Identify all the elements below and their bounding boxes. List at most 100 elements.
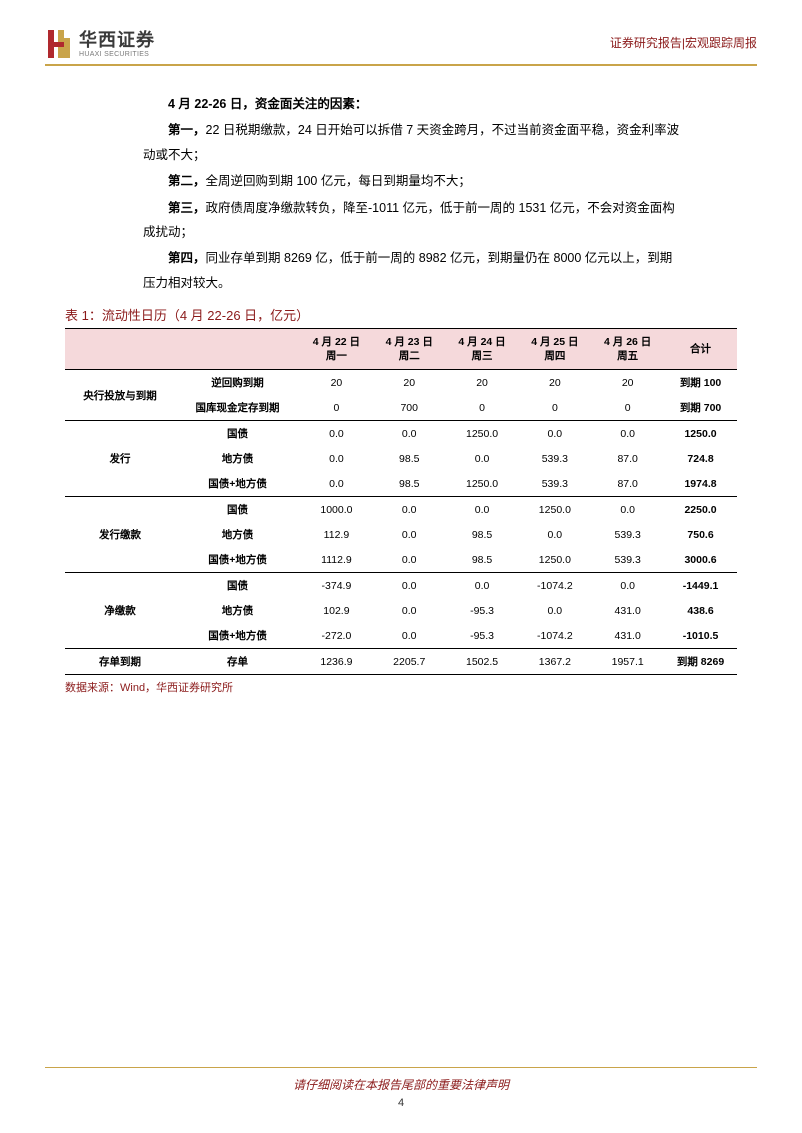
group-label: 存单到期 <box>65 649 175 675</box>
th-col-3: 4 月 25 日周四 <box>518 329 591 370</box>
cell-value: 0.0 <box>373 598 446 623</box>
cell-value: 539.3 <box>518 446 591 471</box>
logo-en: HUAXI SECURITIES <box>79 51 155 58</box>
para-3-text: 政府债周度净缴款转负，降至-1011 亿元，低于前一周的 1531 亿元，不会对… <box>143 201 675 239</box>
cell-value: 98.5 <box>446 522 519 547</box>
sub-label: 国债 <box>175 421 300 447</box>
table-source: 数据来源：Wind，华西证券研究所 <box>45 679 757 695</box>
cell-value: 87.0 <box>591 471 664 497</box>
table-row: 发行国债0.00.01250.00.00.01250.0 <box>65 421 737 447</box>
cell-value: 0.0 <box>300 471 373 497</box>
cell-value: 112.9 <box>300 522 373 547</box>
cell-total: 3000.6 <box>664 547 737 573</box>
cell-value: 1250.0 <box>518 497 591 523</box>
cell-value: 20 <box>373 370 446 396</box>
table-title: 表 1：流动性日历（4 月 22-26 日，亿元） <box>45 305 757 324</box>
logo-block: 华西证券 HUAXI SECURITIES <box>45 28 155 60</box>
para-3-bold: 第三， <box>168 201 206 215</box>
cell-total: 到期 700 <box>664 395 737 421</box>
sub-label: 国库现金定存到期 <box>175 395 300 421</box>
cell-value: 1000.0 <box>300 497 373 523</box>
cell-value: 0 <box>591 395 664 421</box>
para-1: 第一，22 日税期缴款，24 日开始可以拆借 7 天资金跨月，不过当前资金面平稳… <box>143 118 683 167</box>
logo-cn: 华西证券 <box>79 31 155 49</box>
cell-value: 0 <box>300 395 373 421</box>
cell-value: -95.3 <box>446 598 519 623</box>
cell-value: 0.0 <box>446 573 519 599</box>
para-2-text: 全周逆回购到期 100 亿元，每日到期量均不大； <box>206 174 471 188</box>
sub-label: 地方债 <box>175 598 300 623</box>
logo-text: 华西证券 HUAXI SECURITIES <box>79 31 155 58</box>
th-col-1: 4 月 23 日周二 <box>373 329 446 370</box>
cell-value: 0.0 <box>518 421 591 447</box>
table-header-row: 4 月 22 日周一 4 月 23 日周二 4 月 24 日周三 4 月 25 … <box>65 329 737 370</box>
group-label: 发行 <box>65 421 175 497</box>
sub-label: 逆回购到期 <box>175 370 300 396</box>
cell-value: -1074.2 <box>518 573 591 599</box>
cell-value: 98.5 <box>446 547 519 573</box>
header-right-label: 证券研究报告|宏观跟踪周报 <box>610 28 757 51</box>
cell-total: -1010.5 <box>664 623 737 649</box>
cell-value: -1074.2 <box>518 623 591 649</box>
cell-value: 0.0 <box>446 446 519 471</box>
logo-icon <box>45 28 73 60</box>
sub-label: 国债+地方债 <box>175 471 300 497</box>
page-footer: 请仔细阅读在本报告尾部的重要法律声明 4 <box>0 1067 802 1110</box>
cell-value: -374.9 <box>300 573 373 599</box>
para-1-text: 22 日税期缴款，24 日开始可以拆借 7 天资金跨月，不过当前资金面平稳，资金… <box>143 123 679 161</box>
cell-value: 539.3 <box>591 522 664 547</box>
th-blank <box>65 329 300 370</box>
intro-line: 4 月 22-26 日，资金面关注的因素： <box>143 92 683 116</box>
th-total: 合计 <box>664 329 737 370</box>
th-col-0: 4 月 22 日周一 <box>300 329 373 370</box>
sub-label: 国债+地方债 <box>175 623 300 649</box>
sub-label: 国债 <box>175 497 300 523</box>
cell-value: 0.0 <box>300 446 373 471</box>
cell-value: 0 <box>446 395 519 421</box>
cell-value: 0.0 <box>518 522 591 547</box>
cell-value: 0.0 <box>373 623 446 649</box>
cell-value: 0 <box>518 395 591 421</box>
para-3: 第三，政府债周度净缴款转负，降至-1011 亿元，低于前一周的 1531 亿元，… <box>143 196 683 245</box>
cell-value: 0.0 <box>373 497 446 523</box>
cell-value: 20 <box>300 370 373 396</box>
content-body: 4 月 22-26 日，资金面关注的因素： 第一，22 日税期缴款，24 日开始… <box>45 92 757 295</box>
cell-value: 20 <box>446 370 519 396</box>
footer-text: 请仔细阅读在本报告尾部的重要法律声明 <box>0 1076 802 1093</box>
group-label: 净缴款 <box>65 573 175 649</box>
table-row: 发行缴款国债1000.00.00.01250.00.02250.0 <box>65 497 737 523</box>
cell-value: 2205.7 <box>373 649 446 675</box>
cell-total: 到期 100 <box>664 370 737 396</box>
sub-label: 国债+地方债 <box>175 547 300 573</box>
cell-value: 539.3 <box>518 471 591 497</box>
cell-value: 87.0 <box>591 446 664 471</box>
para-2-bold: 第二， <box>168 174 206 188</box>
sub-label: 国债 <box>175 573 300 599</box>
group-label: 发行缴款 <box>65 497 175 573</box>
th-col-2: 4 月 24 日周三 <box>446 329 519 370</box>
page-number: 4 <box>0 1097 802 1109</box>
sub-label: 地方债 <box>175 522 300 547</box>
cell-total: 1250.0 <box>664 421 737 447</box>
cell-total: 750.6 <box>664 522 737 547</box>
cell-total: 2250.0 <box>664 497 737 523</box>
para-4: 第四，同业存单到期 8269 亿，低于前一周的 8982 亿元，到期量仍在 80… <box>143 246 683 295</box>
table-row: 央行投放与到期逆回购到期2020202020到期 100 <box>65 370 737 396</box>
cell-value: 0.0 <box>446 497 519 523</box>
header-divider <box>45 64 757 66</box>
page-header: 华西证券 HUAXI SECURITIES 证券研究报告|宏观跟踪周报 <box>45 28 757 60</box>
cell-value: 1112.9 <box>300 547 373 573</box>
para-1-bold: 第一， <box>168 123 206 137</box>
table-row: 存单到期存单1236.92205.71502.51367.21957.1到期 8… <box>65 649 737 675</box>
table-row: 净缴款国债-374.90.00.0-1074.20.0-1449.1 <box>65 573 737 599</box>
cell-value: 1367.2 <box>518 649 591 675</box>
cell-value: 98.5 <box>373 471 446 497</box>
cell-total: 438.6 <box>664 598 737 623</box>
th-col-4: 4 月 26 日周五 <box>591 329 664 370</box>
cell-total: -1449.1 <box>664 573 737 599</box>
footer-divider <box>45 1067 757 1069</box>
cell-value: 20 <box>518 370 591 396</box>
table-wrapper: 4 月 22 日周一 4 月 23 日周二 4 月 24 日周三 4 月 25 … <box>45 328 757 675</box>
cell-value: 0.0 <box>591 497 664 523</box>
table-body: 央行投放与到期逆回购到期2020202020到期 100国库现金定存到期0700… <box>65 370 737 675</box>
